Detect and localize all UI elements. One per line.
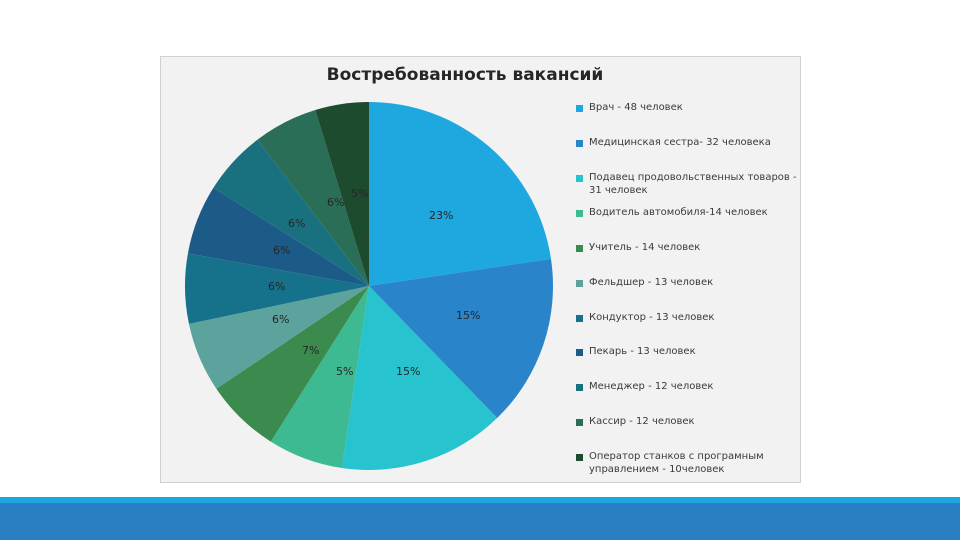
slice-percent-label: 6%: [268, 280, 285, 293]
legend-label: Водитель автомобиля-14 человек: [589, 207, 768, 218]
legend-swatch: [576, 454, 583, 461]
legend-swatch: [576, 210, 583, 217]
pie-slice: [270, 286, 369, 468]
pie-slice: [369, 102, 551, 286]
slice-percent-label: 6%: [272, 313, 289, 326]
legend-swatch: [576, 384, 583, 391]
pie-slice: [187, 187, 369, 286]
legend-label: Фельдшер - 13 человек: [589, 277, 714, 288]
legend-swatch: [576, 140, 583, 147]
legend-label: Подавец продовольственных товаров - 31 ч…: [589, 172, 797, 196]
slice-percent-label: 23%: [429, 209, 453, 222]
slice-percent-label: 15%: [396, 365, 420, 378]
legend-item: Оператор станков с програмным управление…: [576, 450, 798, 476]
legend-swatch: [576, 175, 583, 182]
legend-swatch: [576, 245, 583, 252]
pie-slice: [188, 286, 369, 389]
legend-label: Медицинская сестра- 32 человека: [589, 137, 771, 148]
chart-frame: Востребованность вакансий 23% 15% 15% 5% 7% 6…: [160, 56, 801, 483]
legend-label: Учитель - 14 человек: [589, 242, 701, 253]
legend-swatch: [576, 315, 583, 322]
legend-item: Пекарь - 13 человек: [576, 345, 798, 358]
legend-item: Учитель - 14 человек: [576, 241, 798, 254]
slice-percent-label: 6%: [273, 244, 290, 257]
legend-swatch: [576, 105, 583, 112]
legend-item: Водитель автомобиля-14 человек: [576, 206, 798, 219]
legend-item: Менеджер - 12 человек: [576, 380, 798, 393]
legend-label: Кондуктор - 13 человек: [589, 312, 715, 323]
slice-percent-label: 5%: [351, 187, 368, 200]
slice-percent-label: 6%: [288, 217, 305, 230]
legend-item: Кассир - 12 человек: [576, 415, 798, 428]
legend-item: Кондуктор - 13 человек: [576, 311, 798, 324]
pie-slice: [341, 286, 498, 470]
pie-slice: [185, 253, 369, 324]
slice-percent-label: 6%: [327, 196, 344, 209]
footer-accent-strip: [0, 497, 960, 503]
slice-percent-label: 5%: [336, 365, 353, 378]
pie-slice: [213, 139, 369, 286]
chart-title: Востребованность вакансий: [326, 65, 604, 85]
legend-swatch: [576, 280, 583, 287]
legend-item: Врач - 48 человек: [576, 101, 798, 114]
legend-label: Пекарь - 13 человек: [589, 346, 696, 357]
footer-strip: [0, 503, 960, 540]
slice-percent-label: 7%: [302, 344, 319, 357]
pie-slice: [315, 102, 369, 286]
pie-chart: 23% 15% 15% 5% 7% 6% 6% 6% 6% 6% 5%: [185, 102, 553, 470]
legend-item: Медицинская сестра- 32 человека: [576, 136, 798, 149]
pie-slice: [257, 110, 369, 286]
legend-swatch: [576, 419, 583, 426]
legend-item: Фельдшер - 13 человек: [576, 276, 798, 289]
slice-percent-label: 15%: [456, 309, 480, 322]
legend-swatch: [576, 349, 583, 356]
pie-slice: [369, 258, 553, 419]
pie-slice: [216, 286, 369, 442]
legend-label: Врач - 48 человек: [589, 102, 683, 113]
legend-label: Кассир - 12 человек: [589, 416, 695, 427]
legend-label: Оператор станков с програмным управление…: [589, 451, 764, 475]
legend-item: Подавец продовольственных товаров - 31 ч…: [576, 171, 798, 197]
legend-label: Менеджер - 12 человек: [589, 381, 714, 392]
